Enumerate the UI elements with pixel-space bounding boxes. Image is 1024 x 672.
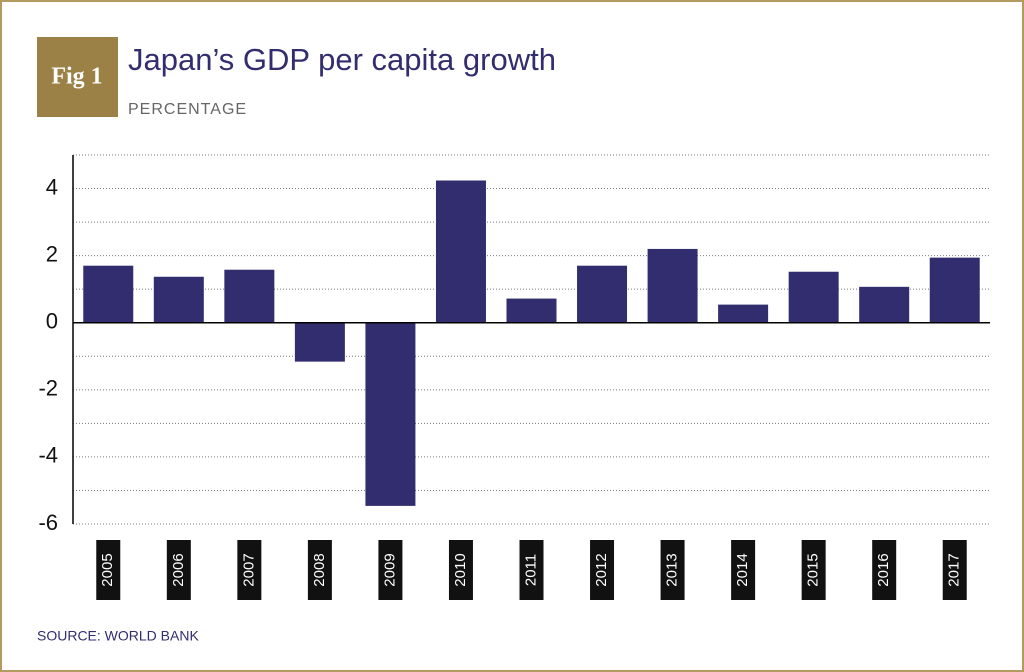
x-tick-box [166,540,191,600]
bar [224,269,275,323]
x-tick-box [942,540,967,600]
x-tick-box [872,540,897,600]
bar [647,248,698,323]
x-tick-label: 2015 [805,553,822,586]
chart-title: Japan’s GDP per capita growth [128,42,556,77]
x-tick-label: 2014 [734,553,751,586]
bar [788,271,839,323]
x-tick-box [307,540,332,600]
source: SOURCE: WORLD BANK [37,628,199,644]
x-tick-box [519,540,544,600]
y-tick-label: 0 [46,309,58,334]
x-tick-box [660,540,685,600]
bar [929,257,980,323]
y-tick-label: -2 [38,376,58,401]
x-tick-label: 2005 [99,553,116,586]
y-tick-label: 2 [46,241,58,266]
y-tick-label: -6 [38,510,58,535]
bar [83,265,134,323]
bar [577,265,628,323]
x-tick-label: 2009 [381,553,398,586]
bar [153,276,204,323]
x-tick-label: 2012 [593,553,610,586]
y-tick-label: -4 [38,443,58,468]
bar [294,322,345,362]
x-tick-label: 2017 [946,553,963,586]
x-tick-label: 2011 [522,554,539,586]
bar [718,304,769,323]
y-tick-label: 4 [46,174,58,199]
x-tick-label: 2006 [170,553,187,586]
x-tick-label: 2010 [452,553,469,586]
x-tick-label: 2008 [311,553,328,586]
bar [506,298,557,323]
badge-box [37,37,118,117]
bar [435,180,486,323]
x-tick-box [448,540,473,600]
x-tick-label: 2013 [664,553,681,586]
subtitle: PERCENTAGE [128,101,247,118]
x-tick-box [590,540,615,600]
x-tick-label: 2016 [875,553,892,586]
x-tick-box [237,540,262,600]
x-tick-box [378,540,403,600]
badge: Fig 1 [51,64,102,90]
x-tick-box [731,540,756,600]
bar [859,286,910,323]
x-tick-label: 2007 [240,553,257,586]
bar [365,322,416,506]
x-tick-box [96,540,121,600]
x-tick-box [801,540,826,600]
